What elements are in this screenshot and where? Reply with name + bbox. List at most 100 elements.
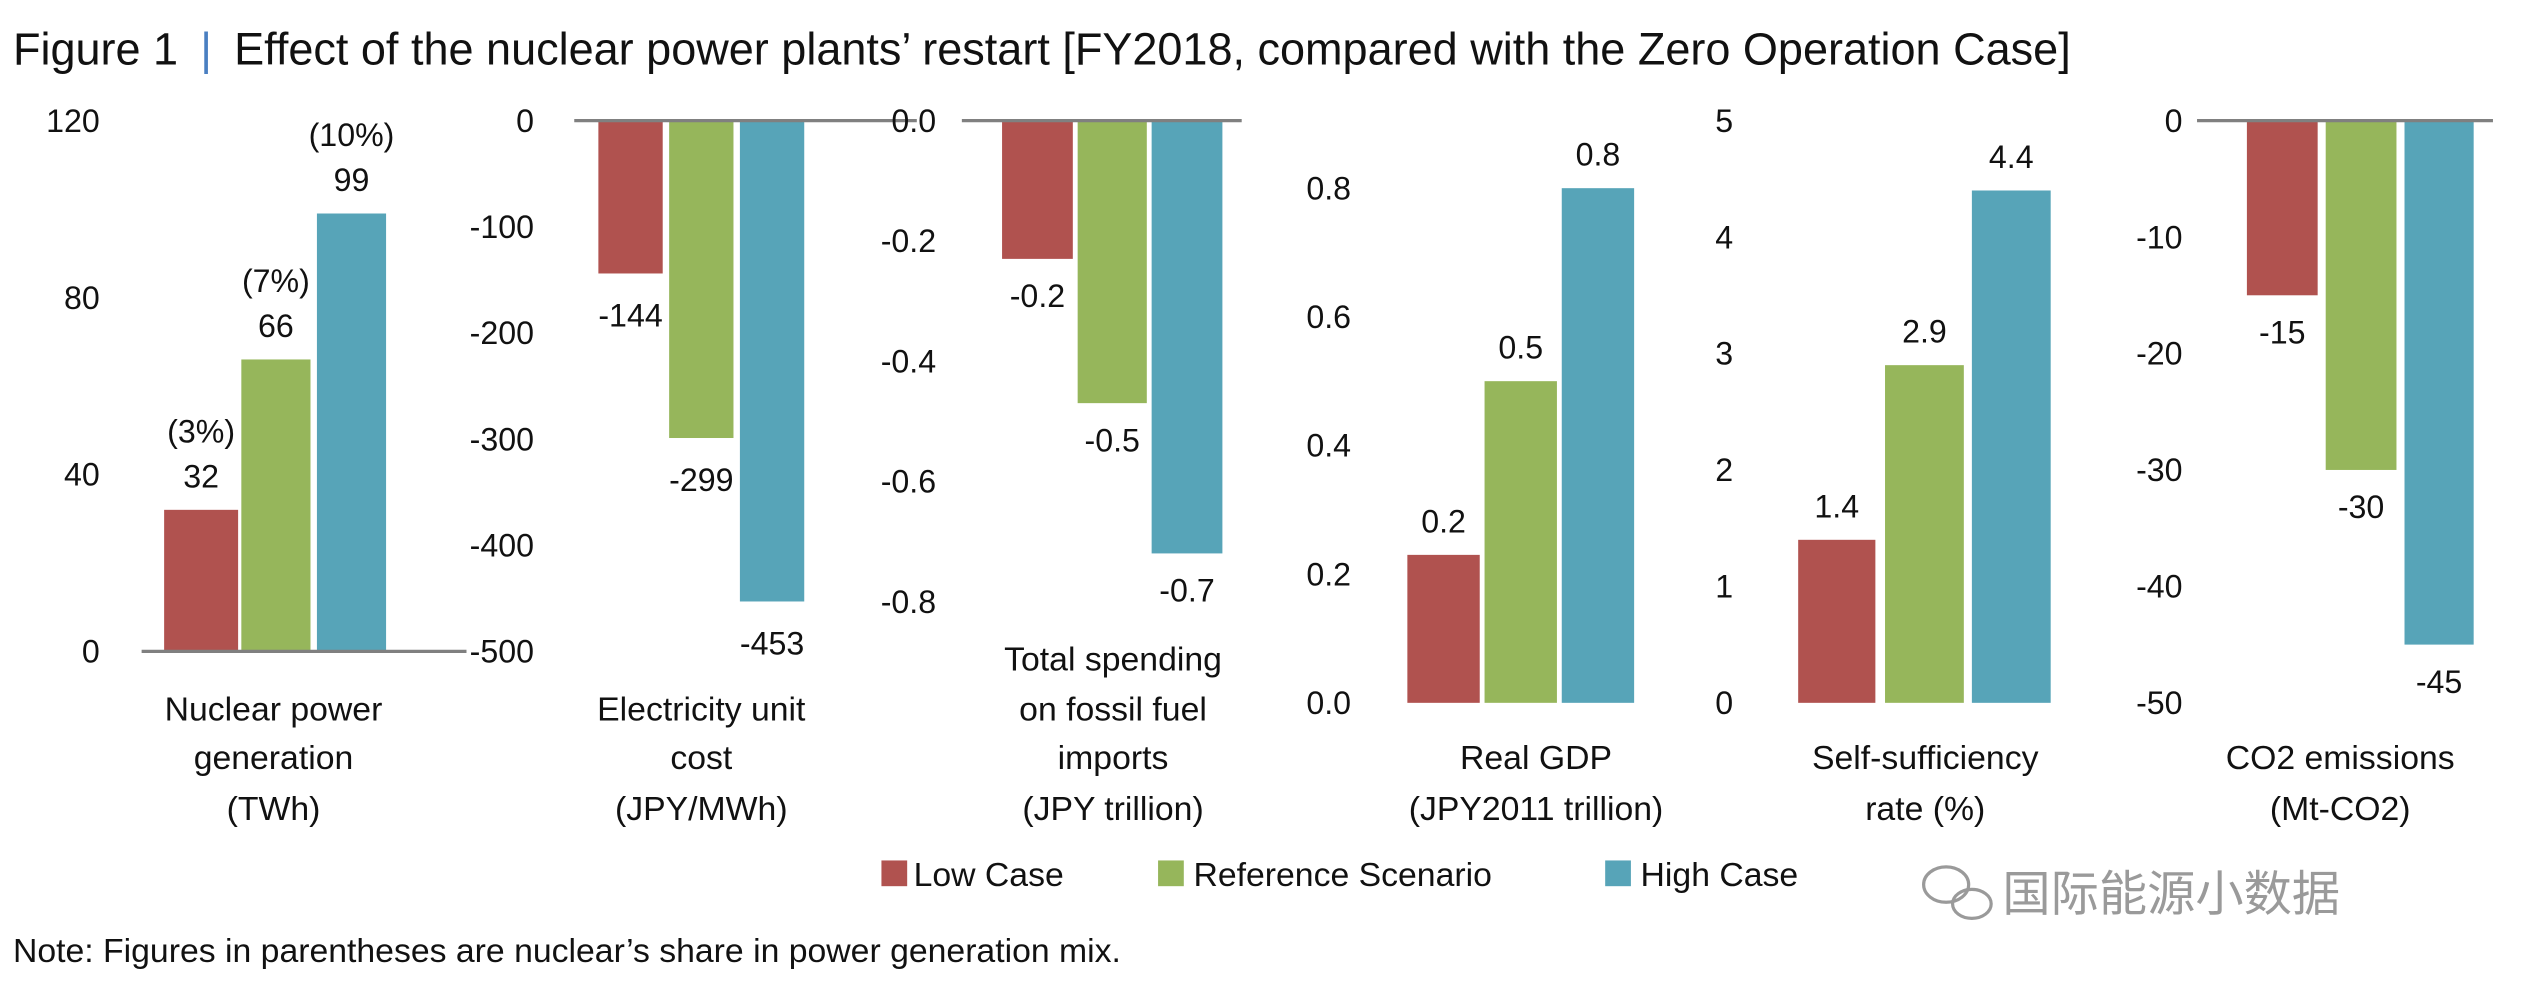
y-tick-label: 0.4 <box>1306 428 1351 464</box>
y-tick-label: -50 <box>2136 685 2182 721</box>
bar-low <box>1407 554 1480 703</box>
bar-high <box>316 213 387 652</box>
category-label: on fossil fuel <box>1019 691 1207 729</box>
panel-1: 0 40 80 120 32 (3%) 66 (7%) 99 (10%) Nuclear power… <box>46 103 467 828</box>
data-label: 0.8 <box>1576 137 1621 173</box>
data-label: -0.7 <box>1159 573 1214 609</box>
bar-low <box>2246 120 2318 296</box>
y-tick-label: 5 <box>1715 103 1733 139</box>
category-label: Total spending <box>1004 641 1222 679</box>
data-label: -0.5 <box>1085 422 1140 458</box>
y-tick-label: -0.8 <box>881 584 936 620</box>
y-tick-label: 1 <box>1715 569 1733 605</box>
y-tick-label: 0 <box>516 103 534 139</box>
bar-reference <box>1484 381 1557 703</box>
bar-reference <box>1077 120 1147 404</box>
y-tick-label: -300 <box>470 421 534 457</box>
category-label: (JPY2011 trillion) <box>1409 790 1664 828</box>
data-label: 32 <box>183 458 219 494</box>
bar-high <box>2404 120 2474 645</box>
bar-reference <box>1885 365 1964 703</box>
panel-5: 0 1 2 3 4 5 1.4 2.9 4.4 Self-sufficiency rate (%) <box>1715 103 2051 828</box>
y-tick-label: 0 <box>2165 103 2183 139</box>
data-label: 1.4 <box>1814 488 1859 524</box>
panel-6: 0 -10 -20 -30 -40 -50 -15 -30 -45 CO2 emissions (M… <box>2136 103 2493 828</box>
bar-reference <box>669 120 734 439</box>
category-label: rate (%) <box>1865 790 1985 828</box>
y-tick-label: 0.2 <box>1306 556 1351 592</box>
y-tick-label: 2 <box>1715 452 1733 488</box>
category-label: cost <box>670 739 733 777</box>
category-label: Nuclear power <box>165 691 383 729</box>
y-tick-label: -0.6 <box>881 464 936 500</box>
y-tick-label: 40 <box>64 457 100 493</box>
category-label: Self-sufficiency <box>1812 739 2039 777</box>
data-label: -299 <box>669 462 733 498</box>
y-tick-label: -0.2 <box>881 223 936 259</box>
y-tick-label: -400 <box>470 527 534 563</box>
y-tick-label: 0 <box>1715 685 1733 721</box>
y-tick-label: 0 <box>82 634 100 670</box>
category-label: Electricity unit <box>597 691 806 729</box>
y-tick-label: 80 <box>64 280 100 316</box>
category-label: (JPY/MWh) <box>615 790 788 828</box>
category-label: Real GDP <box>1460 739 1612 777</box>
bar-low <box>598 120 663 274</box>
category-label: CO2 emissions <box>2226 739 2455 777</box>
data-label: 66 <box>258 308 294 344</box>
bar-high <box>1561 188 1635 703</box>
legend-label-high: High Case <box>1641 856 1799 894</box>
legend-swatch-reference <box>1158 860 1184 887</box>
bar-reference <box>2325 120 2397 470</box>
legend: Low Case Reference Scenario High Case <box>881 856 1798 894</box>
figure-title: Figure 1 | Effect of the nuclear power p… <box>13 23 2071 74</box>
legend-swatch-high <box>1605 860 1631 887</box>
category-label: imports <box>1058 739 1169 777</box>
y-tick-label: -10 <box>2136 219 2182 255</box>
bar-low <box>1798 539 1876 703</box>
title-separator: | <box>200 23 212 74</box>
bar-reference <box>241 359 311 652</box>
data-label: -30 <box>2338 489 2384 525</box>
y-tick-label: -20 <box>2136 336 2182 372</box>
data-label: -453 <box>740 626 804 662</box>
data-label: -45 <box>2416 664 2462 700</box>
category-label: (TWh) <box>227 790 321 828</box>
y-tick-label: -40 <box>2136 569 2182 605</box>
watermark: 国际能源小数据 <box>1922 865 2340 921</box>
panel-2: 0 -100 -200 -300 -400 -500 -144 -299 -453 Electri… <box>470 103 917 828</box>
data-label: -15 <box>2259 315 2305 351</box>
bar-high <box>1971 190 2051 703</box>
footnote: Note: Figures in parentheses are nuclear… <box>13 932 1121 970</box>
y-tick-label: 4 <box>1715 219 1733 255</box>
y-tick-label: -200 <box>470 315 534 351</box>
panel-4: 0.0 0.2 0.4 0.6 0.8 0.2 0.5 0.8 Real GDP (JPY2011… <box>1306 137 1663 829</box>
bar-high <box>1151 120 1223 554</box>
bar-low <box>164 509 239 652</box>
panel-3: 0.0 -0.2 -0.4 -0.6 -0.8 -0.2 -0.5 -0.7 Total spe… <box>881 103 1242 828</box>
y-tick-label: 0.6 <box>1306 299 1351 335</box>
data-label: 0.5 <box>1498 330 1543 366</box>
y-tick-label: 120 <box>46 103 100 139</box>
data-label: 4.4 <box>1989 139 2034 175</box>
wechat-icon <box>1922 865 1993 920</box>
watermark-text: 国际能源小数据 <box>2002 867 2340 921</box>
legend-label-reference: Reference Scenario <box>1193 856 1491 894</box>
data-label: -144 <box>598 298 662 334</box>
share-label: (7%) <box>242 263 310 299</box>
y-tick-label: -500 <box>470 634 534 670</box>
data-label: 0.2 <box>1421 503 1466 539</box>
data-label: 2.9 <box>1902 314 1947 350</box>
y-tick-label: 0.0 <box>1306 685 1351 721</box>
category-label: (JPY trillion) <box>1022 790 1203 828</box>
share-label: (3%) <box>167 413 235 449</box>
data-label: 99 <box>334 162 370 198</box>
bar-high <box>739 120 805 602</box>
figure-number: Figure 1 <box>13 23 178 74</box>
data-label: -0.2 <box>1010 278 1065 314</box>
y-tick-label: -0.4 <box>881 343 936 379</box>
y-tick-label: 3 <box>1715 336 1733 372</box>
legend-label-low: Low Case <box>914 856 1064 894</box>
